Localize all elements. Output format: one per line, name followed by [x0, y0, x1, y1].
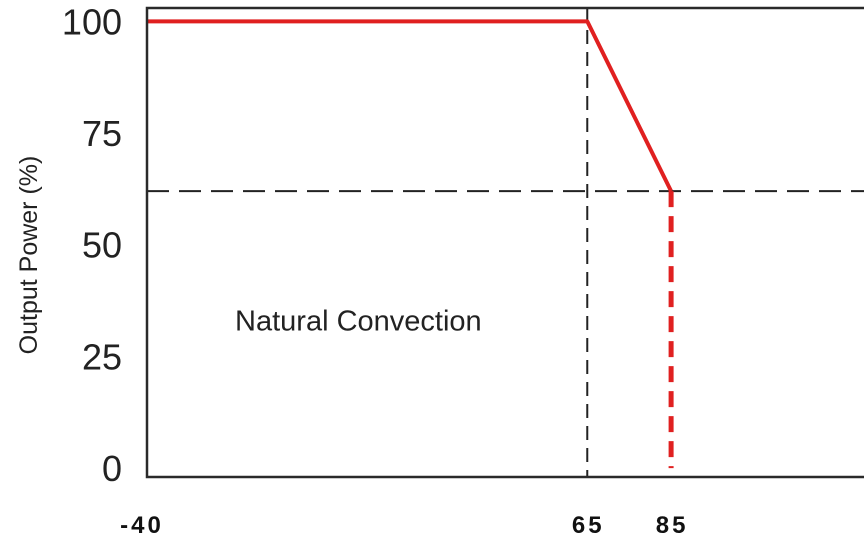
x-tick-label: -40 — [120, 512, 164, 539]
x-tick-label: 65 — [572, 512, 605, 539]
y-tick-label: 75 — [82, 113, 122, 154]
y-axis-label: Output Power (%) — [15, 156, 43, 355]
y-tick-label: 100 — [62, 1, 122, 42]
y-tick-label: 50 — [82, 225, 122, 266]
plot-frame — [145, 6, 864, 479]
y-tick-label: 25 — [82, 336, 122, 377]
annotation-label: Natural Convection — [235, 306, 482, 338]
series-line-1-solid — [147, 19, 673, 192]
x-tick-label: 85 — [656, 512, 689, 539]
y-tick-label: 0 — [102, 448, 122, 489]
